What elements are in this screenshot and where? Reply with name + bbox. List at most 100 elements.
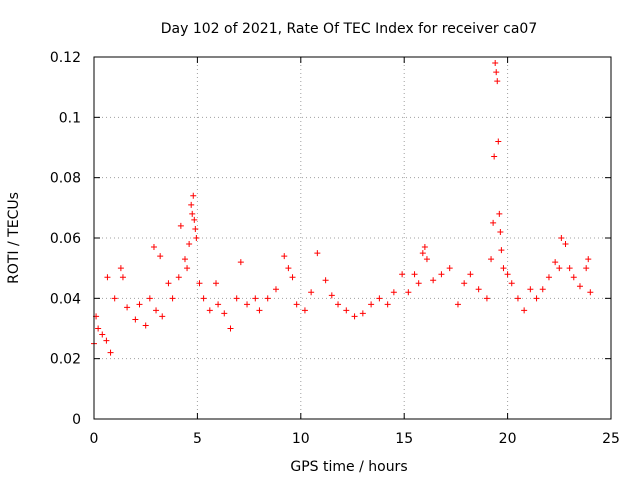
data-point	[200, 295, 207, 302]
grid-lines	[94, 57, 611, 419]
data-point	[430, 277, 437, 284]
y-axis-label: ROTI / TECUs	[6, 192, 22, 284]
data-point	[301, 307, 308, 314]
data-point	[390, 289, 397, 296]
chart-title: Day 102 of 2021, Rate Of TEC Index for r…	[161, 21, 537, 37]
data-point	[399, 271, 406, 278]
data-point	[488, 256, 495, 263]
x-tick-label: 0	[90, 431, 99, 447]
data-point	[500, 265, 507, 272]
data-point	[552, 259, 559, 266]
data-point	[119, 274, 126, 281]
data-point	[184, 265, 191, 272]
y-tick-labels: 0 0.02 0.04 0.06 0.08 0.1 0.12	[50, 50, 81, 428]
data-point	[419, 250, 426, 257]
data-point	[483, 295, 490, 302]
data-point	[175, 274, 182, 281]
data-point	[107, 349, 114, 356]
data-point	[475, 286, 482, 293]
plot-frame	[93, 56, 612, 420]
data-point	[153, 307, 160, 314]
data-point	[191, 216, 198, 223]
data-point	[467, 271, 474, 278]
x-axis-label: GPS time / hours	[290, 459, 407, 475]
data-point	[157, 253, 164, 260]
data-point	[494, 78, 501, 85]
data-point	[124, 304, 131, 311]
data-point	[289, 274, 296, 281]
data-point	[585, 256, 592, 263]
data-point	[227, 325, 234, 332]
data-point	[252, 295, 259, 302]
data-point	[150, 244, 157, 251]
data-point	[285, 265, 292, 272]
data-point	[446, 265, 453, 272]
data-point	[193, 235, 200, 241]
data-point	[423, 256, 430, 263]
data-point	[111, 295, 118, 302]
data-point	[587, 289, 594, 296]
data-point	[103, 337, 110, 344]
data-point	[213, 280, 220, 287]
data-point	[314, 250, 321, 257]
data-point	[454, 301, 461, 308]
x-tick-label: 5	[193, 431, 202, 447]
data-point	[533, 295, 540, 302]
data-point	[558, 235, 565, 241]
data-point	[165, 280, 172, 287]
data-point	[159, 313, 166, 320]
data-point	[181, 256, 188, 263]
data-point	[169, 295, 176, 302]
data-point	[322, 277, 329, 284]
data-point	[117, 265, 124, 272]
data-point	[221, 310, 228, 317]
x-tick-label: 10	[292, 431, 310, 447]
data-point	[99, 331, 106, 338]
data-point	[177, 222, 184, 229]
data-point	[351, 313, 358, 320]
data-point	[233, 295, 240, 302]
data-point	[508, 280, 515, 287]
data-point	[539, 286, 546, 293]
y-tick-label: 0.02	[50, 352, 81, 368]
data-point	[190, 192, 197, 199]
data-point	[95, 325, 102, 332]
data-point	[490, 219, 497, 226]
y-tick-label: 0.08	[50, 171, 81, 187]
data-point	[570, 274, 577, 281]
data-point	[496, 210, 503, 217]
data-point	[566, 265, 573, 272]
data-point	[343, 307, 350, 314]
data-point	[415, 280, 422, 287]
data-point	[206, 307, 213, 314]
data-point	[188, 201, 195, 208]
x-tick-label: 25	[602, 431, 620, 447]
data-point	[256, 307, 263, 314]
data-point	[405, 289, 412, 296]
data-point	[421, 244, 428, 251]
data-point	[264, 295, 271, 302]
data-point	[237, 259, 244, 266]
axis-ticks	[93, 56, 612, 420]
data-point	[146, 295, 153, 302]
y-tick-label: 0.06	[50, 231, 81, 247]
x-tick-label: 15	[395, 431, 413, 447]
data-point	[514, 295, 521, 302]
data-point	[521, 307, 528, 314]
data-point	[132, 316, 139, 323]
data-point	[583, 265, 590, 272]
data-point	[142, 322, 149, 329]
data-point	[104, 274, 111, 281]
data-point	[497, 228, 504, 235]
data-point	[461, 280, 468, 287]
data-point	[495, 138, 502, 145]
data-point	[545, 274, 552, 281]
x-tick-label: 20	[499, 431, 517, 447]
data-point	[493, 69, 500, 76]
data-point	[556, 265, 563, 272]
data-point	[576, 283, 583, 290]
y-tick-label: 0	[72, 412, 81, 428]
data-point	[215, 301, 222, 308]
data-point	[376, 295, 383, 302]
